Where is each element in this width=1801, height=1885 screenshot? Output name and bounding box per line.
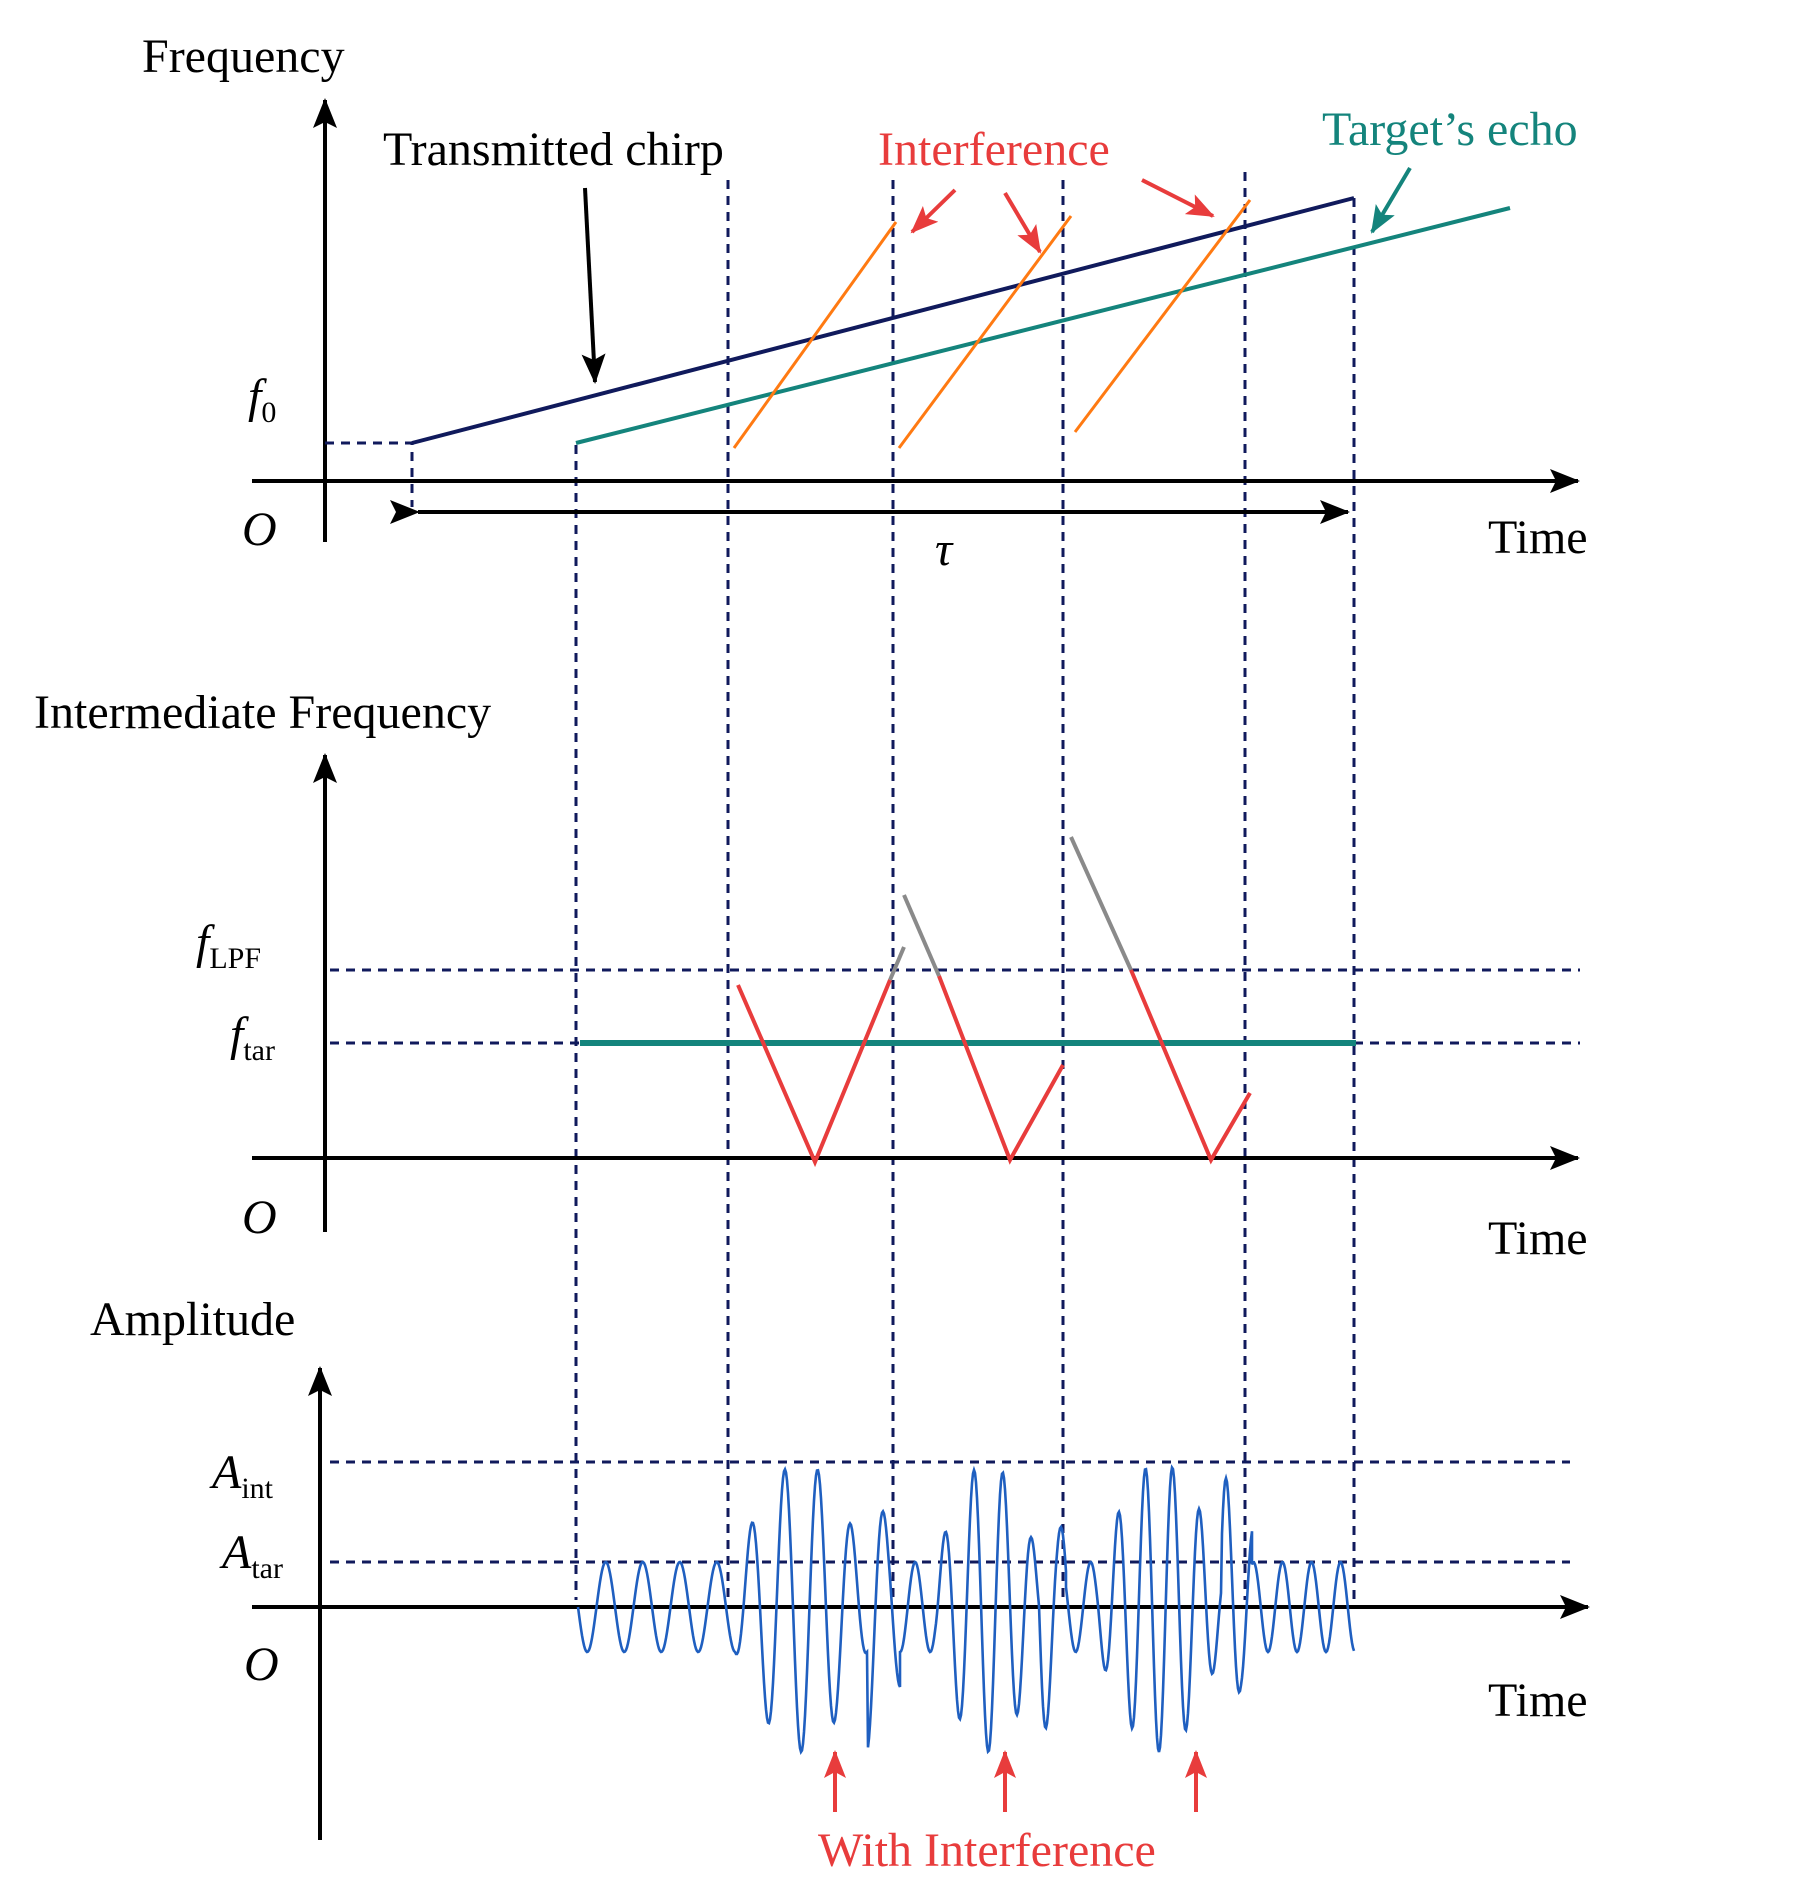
- interference-pointer: [910, 188, 957, 234]
- amplitude-panel: Amplitude O Time Aint Atar With Interfer…: [90, 1293, 1590, 1877]
- target-echo-line: [575, 206, 1511, 445]
- interference-chirps: [732, 199, 1252, 449]
- flpf-label: fLPF: [196, 916, 261, 975]
- with-interference-label: With Interference: [818, 1824, 1156, 1877]
- interference-pointers: [910, 178, 1215, 254]
- transmitted-chirp-label: Transmitted chirp: [383, 123, 724, 176]
- if-axis-label: Intermediate Frequency: [34, 686, 491, 739]
- filtered-if-segments: [888, 836, 1133, 981]
- f0-dashed-marker: [325, 441, 414, 507]
- interference-chirp: [897, 215, 1073, 449]
- interference-pointer: [1141, 178, 1215, 218]
- interference-if-trace: [1129, 969, 1252, 1165]
- interference-chirp: [1073, 199, 1252, 433]
- interference-if-trace: [736, 979, 892, 1168]
- interference-label: Interference: [878, 123, 1110, 176]
- intermediate-frequency-panel: Intermediate Frequency O Time fLPF ftar: [34, 686, 1588, 1265]
- filtered-segment: [902, 894, 941, 977]
- amplitude-origin-label: O: [244, 1638, 279, 1691]
- frequency-panel: Frequency O Time f0 τ Transmitted chirp …: [142, 30, 1588, 576]
- frequency-time-label: Time: [1488, 511, 1588, 564]
- if-origin-label: O: [242, 1191, 277, 1244]
- if-time-label: Time: [1488, 1212, 1588, 1265]
- vertical-guides: [574, 172, 1356, 1600]
- aint-label: Aint: [209, 1446, 274, 1505]
- if-signal-waveform: [576, 1464, 1356, 1756]
- interference-chirp: [732, 221, 898, 449]
- target-echo-label: Target’s echo: [1322, 103, 1578, 156]
- transmitted-chirp-pointer: [581, 187, 606, 384]
- ftar-label: ftar: [230, 1008, 275, 1067]
- interference-if-trace: [937, 975, 1065, 1165]
- atar-label: Atar: [219, 1526, 283, 1585]
- filtered-segment: [888, 946, 906, 981]
- frequency-axis-label: Frequency: [142, 30, 345, 83]
- amplitude-time-label: Time: [1488, 1674, 1588, 1727]
- with-interference-arrows: [824, 1750, 1207, 1812]
- frequency-origin-label: O: [242, 503, 277, 556]
- filtered-segment: [1069, 836, 1133, 971]
- target-echo-pointer: [1370, 166, 1412, 234]
- tau-label: τ: [935, 523, 954, 576]
- amplitude-axis-label: Amplitude: [90, 1293, 295, 1346]
- transmitted-chirp-line: [411, 196, 1355, 445]
- f0-label: f0: [248, 370, 276, 429]
- interference-pointer: [1003, 191, 1042, 254]
